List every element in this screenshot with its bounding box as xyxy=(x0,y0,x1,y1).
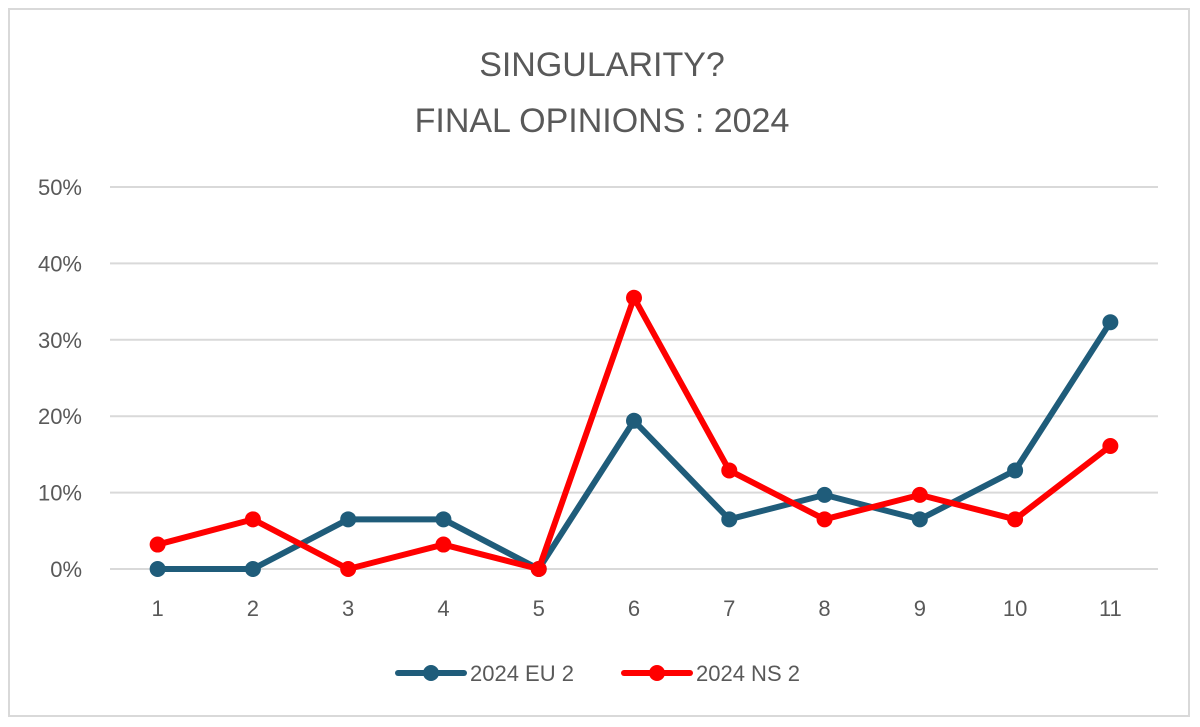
data-point xyxy=(435,511,452,528)
data-point xyxy=(1102,437,1119,454)
x-tick-label: 1 xyxy=(152,596,164,621)
y-tick-label: 30% xyxy=(38,328,82,353)
gridlines xyxy=(110,186,1158,570)
x-tick-label: 8 xyxy=(818,596,830,621)
legend-swatch-marker xyxy=(649,665,665,681)
x-tick-label: 2 xyxy=(247,596,259,621)
series-line xyxy=(154,319,1114,572)
x-tick-label: 5 xyxy=(533,596,545,621)
data-point xyxy=(244,561,261,577)
y-tick-label: 10% xyxy=(38,481,82,506)
data-point xyxy=(340,511,357,528)
data-point xyxy=(911,511,928,528)
data-point xyxy=(1007,511,1024,528)
x-tick-label: 4 xyxy=(437,596,449,621)
legend-swatch-marker xyxy=(423,665,439,681)
chart-frame xyxy=(8,8,1190,717)
legend-item: 2024 NS 2 xyxy=(621,661,800,686)
y-axis-ticks: 0% 10% 20% 30% 40% 50% xyxy=(38,175,82,582)
y-tick-label: 50% xyxy=(38,175,82,200)
data-point xyxy=(1102,314,1119,331)
y-tick-label: 0% xyxy=(50,557,82,582)
data-point xyxy=(149,561,166,577)
legend-label: 2024 NS 2 xyxy=(696,661,800,686)
data-point xyxy=(626,289,642,306)
series-2 xyxy=(149,289,1119,577)
x-tick-label: 6 xyxy=(628,596,640,621)
y-tick-label: 20% xyxy=(38,404,82,429)
data-point xyxy=(149,536,166,553)
x-tick-label: 10 xyxy=(1003,596,1027,621)
x-tick-label: 9 xyxy=(914,596,926,621)
series-lines xyxy=(149,289,1119,577)
data-point xyxy=(626,412,642,429)
data-point xyxy=(340,561,357,577)
legend-label: 2024 EU 2 xyxy=(470,661,574,686)
data-point xyxy=(911,486,928,503)
series-line xyxy=(154,294,1114,572)
chart-title-line-2: FINAL OPINIONS : 2024 xyxy=(415,102,790,140)
data-point xyxy=(435,536,452,553)
chart-title-line-1: SINGULARITY? xyxy=(479,46,725,84)
data-point xyxy=(816,511,833,528)
data-point xyxy=(721,462,738,479)
data-point xyxy=(721,511,738,528)
data-point xyxy=(530,561,547,577)
x-axis-ticks: 1 2 3 4 5 6 7 8 9 10 11 xyxy=(152,596,1122,621)
data-point xyxy=(816,486,833,503)
x-tick-label: 7 xyxy=(723,596,735,621)
x-tick-label: 3 xyxy=(342,596,354,621)
y-tick-label: 40% xyxy=(38,251,82,276)
legend: 2024 EU 2 2024 NS 2 xyxy=(395,661,800,686)
legend-item: 2024 EU 2 xyxy=(395,661,574,686)
x-tick-label: 11 xyxy=(1099,596,1122,621)
data-point xyxy=(1007,462,1024,479)
series-1 xyxy=(149,314,1119,577)
data-point xyxy=(244,511,261,528)
